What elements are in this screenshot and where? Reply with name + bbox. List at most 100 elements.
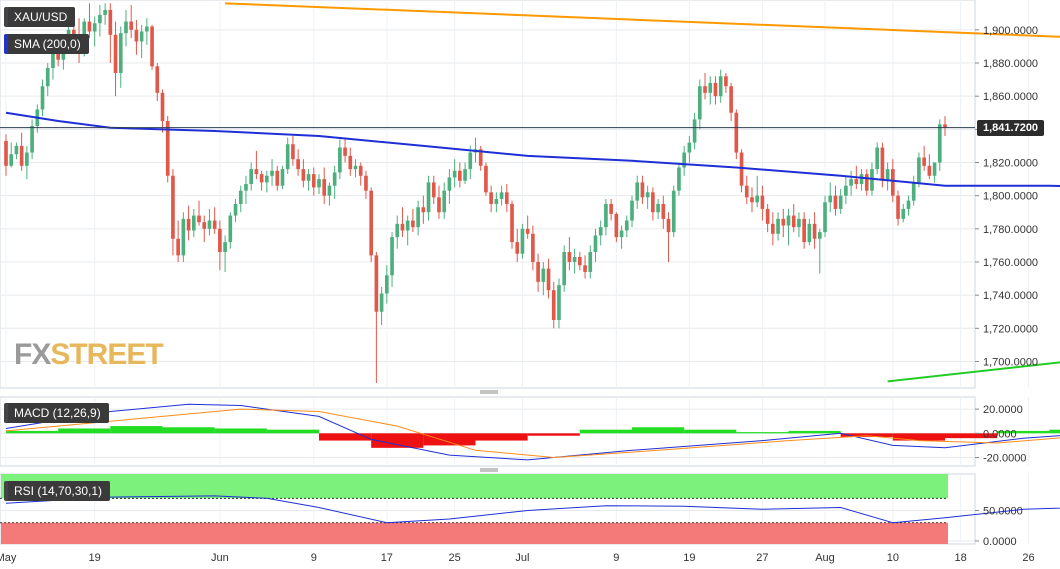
overlay-lines	[0, 2, 1060, 524]
candle-body	[9, 154, 14, 166]
candle-body	[489, 192, 493, 204]
candle-body	[452, 170, 457, 178]
candle-body	[697, 86, 702, 120]
candle-body	[781, 218, 786, 226]
x-tick-label: 19	[683, 552, 695, 564]
candle-body	[635, 182, 640, 201]
candle-body	[45, 67, 50, 87]
price-tick-label: 1,820.0000	[983, 157, 1038, 169]
sma-legend[interactable]: SMA (200,0)	[4, 34, 89, 54]
x-tick-label: 19	[89, 552, 101, 564]
candle-body	[160, 92, 165, 122]
x-tick-label: Jun	[211, 552, 229, 564]
grid	[0, 0, 1029, 545]
candle-body	[682, 152, 686, 168]
candle-body	[171, 175, 175, 239]
macd-histogram-bar	[1049, 429, 1060, 434]
trendline	[225, 2, 1060, 38]
candle-body	[687, 142, 692, 153]
macd-histogram-bar	[371, 433, 424, 448]
candle-body	[875, 147, 880, 170]
x-tick-label: 10	[887, 552, 899, 564]
macd-line	[5, 403, 1060, 461]
candle-body	[421, 207, 426, 213]
candle-body	[531, 233, 535, 262]
candle-body	[254, 169, 259, 175]
macd-histogram-bar	[6, 430, 59, 434]
macd-histogram-bar	[527, 433, 580, 436]
candle-body	[499, 192, 504, 199]
macd-tick-label: -20.0000	[983, 453, 1026, 465]
x-tick-label: 18	[955, 552, 967, 564]
candle-body	[317, 179, 321, 188]
candle-body	[244, 184, 248, 191]
candle-body	[416, 207, 420, 228]
candle-body	[708, 82, 713, 93]
candle-body	[285, 144, 290, 170]
candle-body	[14, 145, 19, 155]
candle-body	[598, 227, 603, 236]
x-tick-label: 26	[1022, 552, 1034, 564]
candle-body	[640, 182, 645, 198]
macd-histogram-bar	[840, 433, 893, 437]
candle-body	[551, 290, 556, 321]
candle-body	[583, 265, 587, 272]
candle-body	[384, 275, 389, 294]
candle-body	[92, 23, 97, 32]
candle-body	[692, 119, 697, 143]
candle-body	[437, 197, 441, 213]
candle-body	[609, 203, 613, 214]
candle-body	[411, 220, 415, 228]
rsi-legend[interactable]: RSI (14,70,30,1)	[4, 481, 111, 501]
candle-body	[755, 195, 760, 203]
macd-histogram-bar	[736, 432, 789, 434]
candle-body	[937, 124, 942, 163]
candle-body	[504, 192, 509, 204]
candle-body	[859, 174, 864, 185]
price-tick-label: 1,760.0000	[983, 257, 1038, 269]
candle-body	[677, 167, 681, 191]
candle-body	[103, 9, 107, 15]
candle-body	[630, 200, 634, 221]
candle-body	[51, 46, 55, 68]
candle-body	[379, 293, 384, 312]
candle-body	[828, 195, 833, 203]
x-tick-label: Jul	[515, 552, 529, 564]
macd-histogram-bar	[110, 426, 163, 434]
candle-body	[275, 170, 280, 186]
candle-body	[812, 223, 817, 239]
candle-body	[426, 182, 431, 213]
candle-body	[364, 175, 368, 191]
candle-body	[218, 228, 222, 253]
candle-body	[917, 157, 921, 183]
candle-body	[896, 195, 900, 219]
macd-histogram-bar	[162, 427, 215, 434]
candle-body	[181, 218, 186, 256]
candle-body	[71, 29, 76, 37]
candle-body	[19, 145, 24, 166]
rsi-tick-label: 50.0000	[983, 506, 1023, 518]
candle-body	[343, 147, 347, 156]
candle-body	[645, 192, 650, 198]
panel-frame	[0, 0, 976, 389]
candle-body	[463, 169, 467, 181]
candle-body	[557, 285, 561, 321]
candle-body	[838, 195, 843, 209]
candle-body	[833, 195, 838, 209]
macd-legend[interactable]: MACD (12,26,9)	[4, 403, 109, 423]
candle-body	[786, 215, 791, 226]
candle-body	[844, 185, 848, 196]
candle-body	[880, 147, 885, 181]
candle-body	[515, 242, 520, 254]
price-tick-label: 1,720.0000	[983, 323, 1038, 335]
candle-body	[145, 26, 149, 32]
candle-body	[118, 33, 123, 73]
candle-body	[911, 182, 916, 201]
candle-body	[771, 223, 775, 234]
candle-body	[666, 218, 671, 233]
candle-body	[932, 162, 937, 176]
symbol-label[interactable]: XAU/USD	[4, 7, 76, 27]
price-tick-label: 1,880.0000	[983, 58, 1038, 70]
